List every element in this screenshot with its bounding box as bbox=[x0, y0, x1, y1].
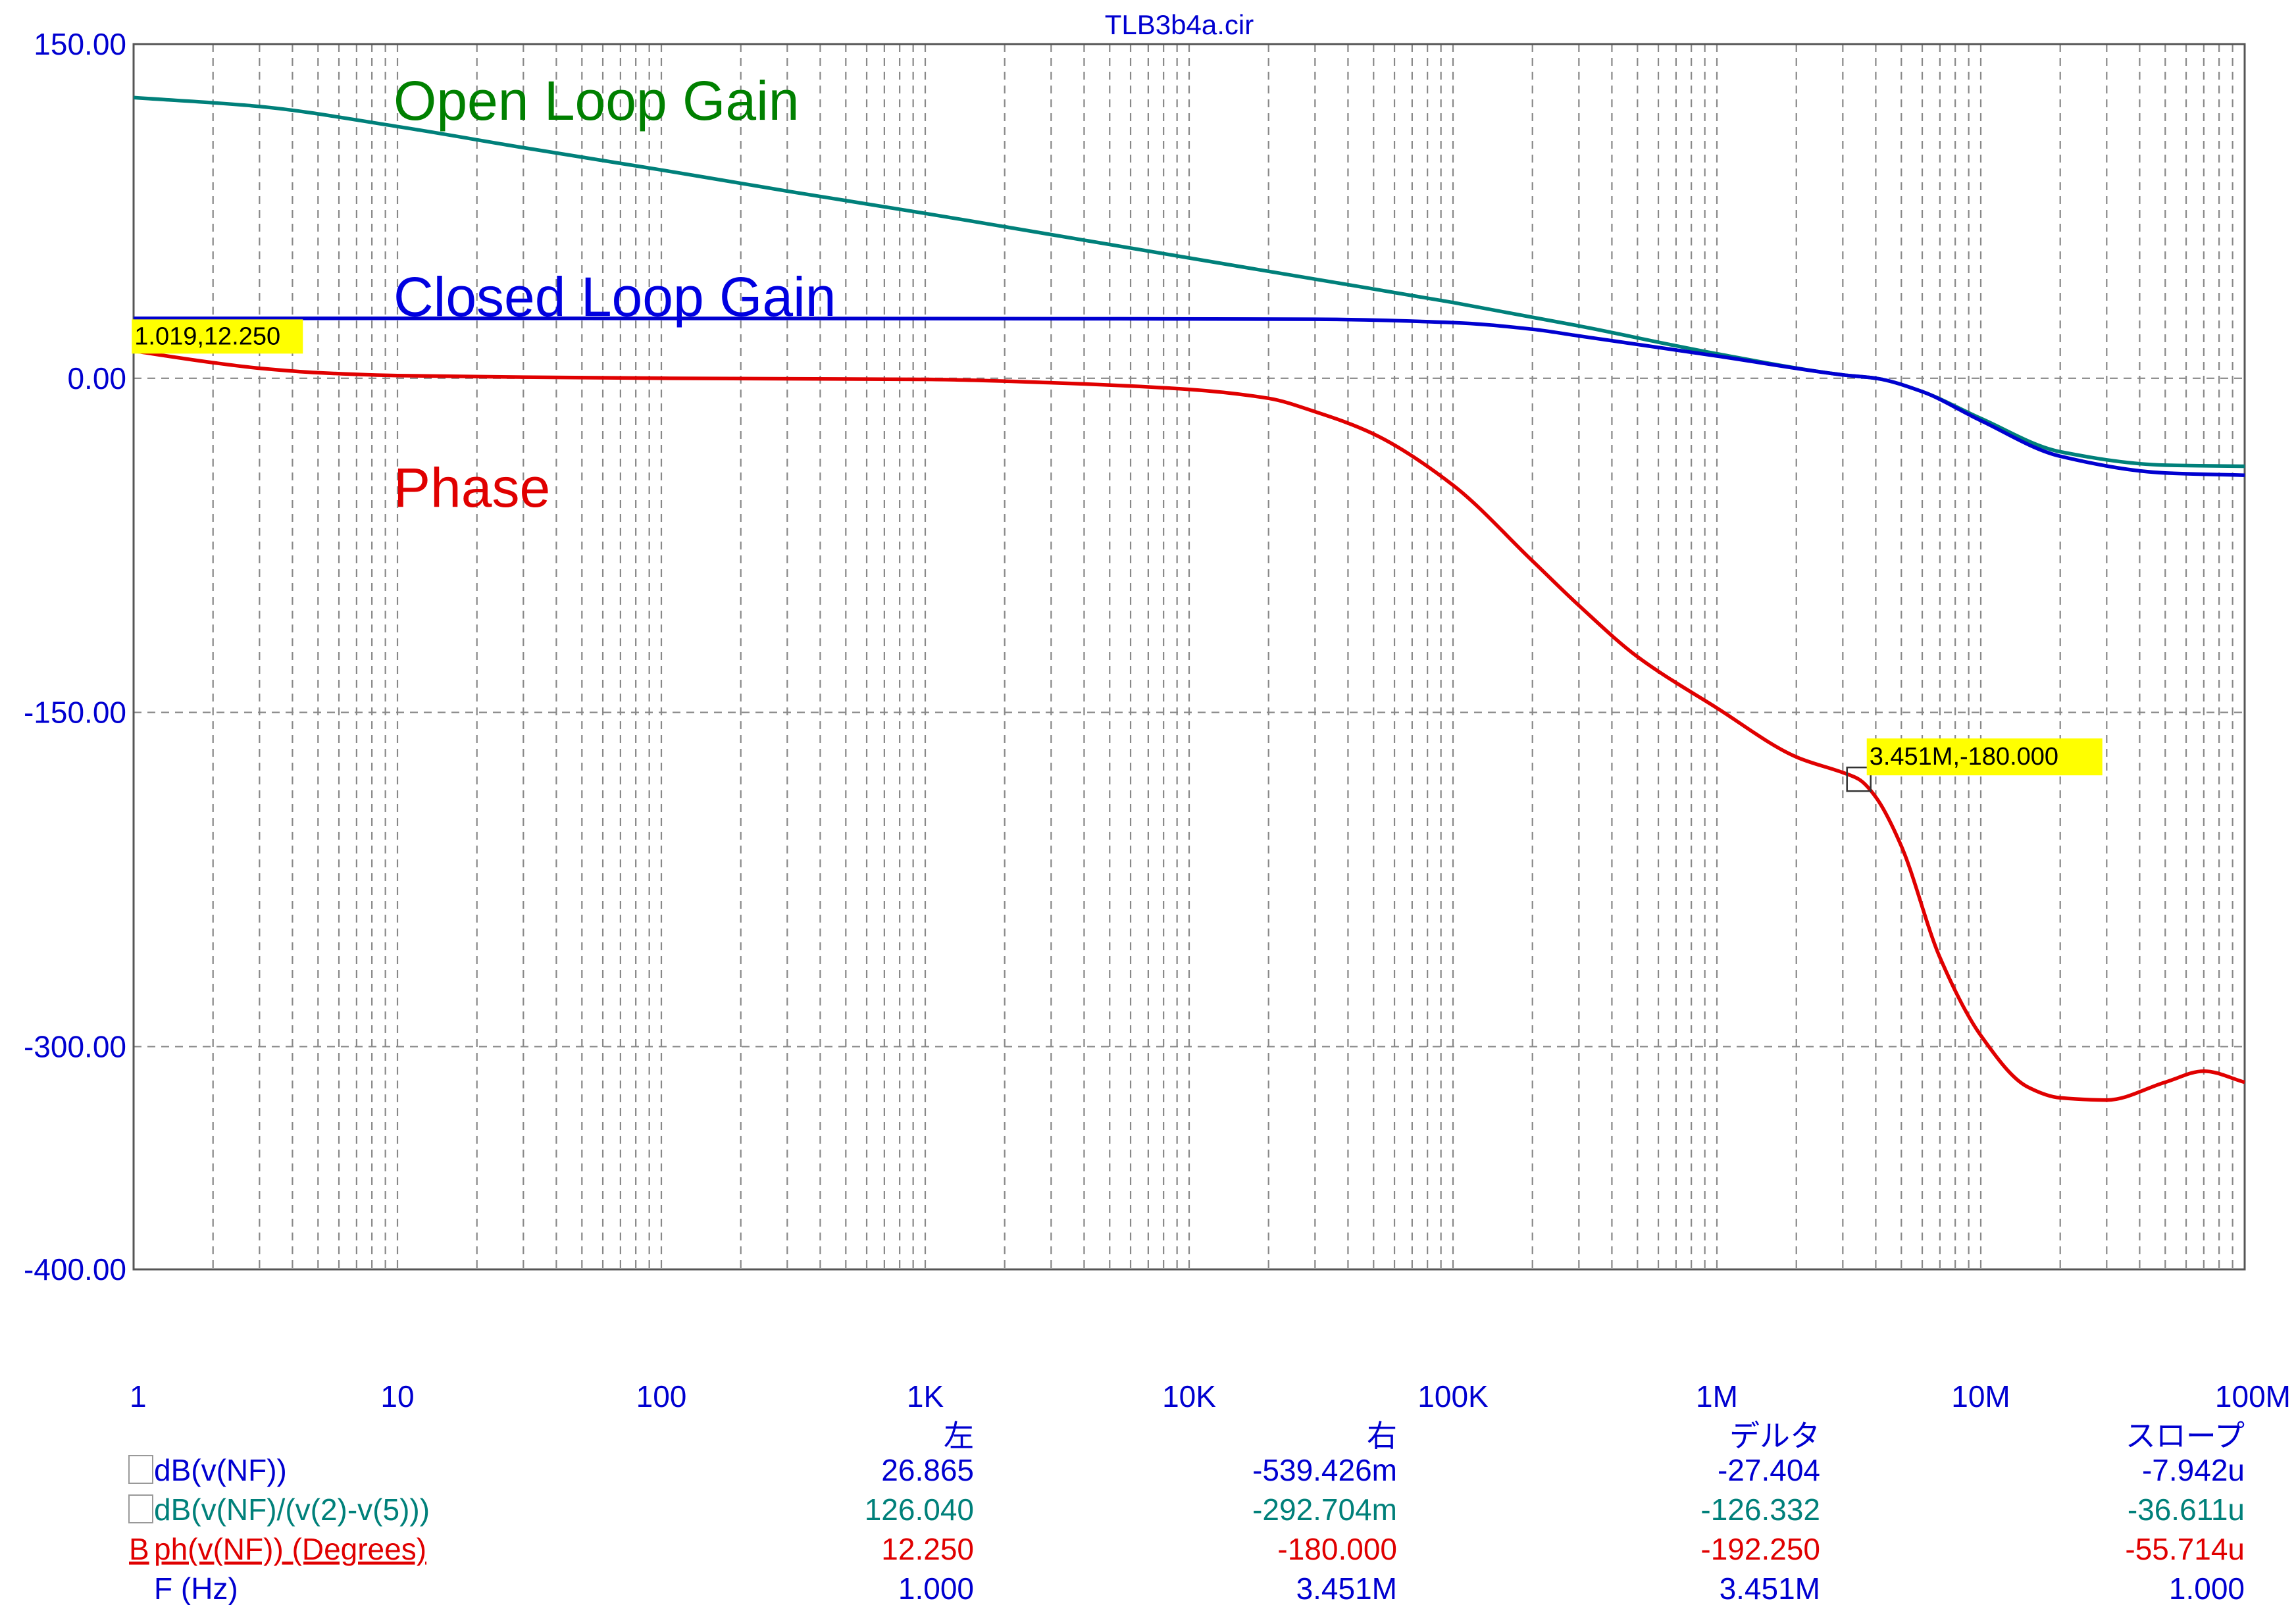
x-tick-label: 1 bbox=[130, 1379, 147, 1414]
y-tick-label: 150.00 bbox=[34, 27, 126, 61]
row-right-value: -539.426m bbox=[1252, 1453, 1397, 1487]
chart-title: TLB3b4a.cir bbox=[1105, 9, 1254, 40]
row-slope-value: -36.611u bbox=[2128, 1492, 2245, 1527]
row-name: ph(v(NF)) (Degrees) bbox=[154, 1532, 426, 1566]
row-left-value: 126.040 bbox=[865, 1492, 974, 1527]
table-rows: dB(v(NF)) 26.865 -539.426m -27.404 -7.942u dB… bbox=[128, 1453, 2245, 1605]
plot-frame bbox=[132, 43, 2246, 1271]
cursor-markers[interactable]: 1.019,12.250 3.451M,-180.000 bbox=[132, 319, 2103, 792]
row-name: dB(v(NF)/(v(2)-v(5))) bbox=[154, 1492, 430, 1527]
closed-loop-gain-label: Closed Loop Gain bbox=[394, 266, 836, 328]
x-tick-label: 100M bbox=[2215, 1379, 2291, 1414]
row-name: dB(v(NF)) bbox=[154, 1453, 287, 1487]
row-left-value: 26.865 bbox=[881, 1453, 974, 1487]
phase-label: Phase bbox=[394, 457, 550, 519]
closed-loop-gain-line bbox=[134, 316, 2245, 477]
open-loop-gain-label: Open Loop Gain bbox=[394, 70, 799, 132]
row-delta-value: -126.332 bbox=[1700, 1492, 1820, 1527]
cursor-right-label: 3.451M,-180.000 bbox=[1870, 743, 2058, 771]
cursor-right-label-bg bbox=[1866, 738, 2103, 776]
row-left-value: 12.250 bbox=[881, 1532, 974, 1566]
x-tick-label: 10K bbox=[1162, 1379, 1216, 1414]
series-lines bbox=[133, 95, 2245, 1102]
row-right-value: -180.000 bbox=[1277, 1532, 1397, 1566]
table-header-left: 左 bbox=[944, 1419, 974, 1453]
row-delta-value: -192.250 bbox=[1700, 1532, 1820, 1566]
row-name: F (Hz) bbox=[154, 1571, 238, 1605]
y-tick-label: -150.00 bbox=[24, 696, 126, 730]
phase-line bbox=[133, 349, 2245, 1102]
series-checkbox[interactable] bbox=[128, 1494, 153, 1523]
row-left-value: 1.000 bbox=[898, 1571, 974, 1605]
row-delta-value: -27.404 bbox=[1718, 1453, 1820, 1487]
y-tick-label: 0.00 bbox=[67, 361, 126, 395]
x-axis-ticks: 1 10 100 1K 10K 100K 1M 10M 100M bbox=[130, 1379, 2291, 1414]
table-header-delta: デルタ bbox=[1729, 1419, 1820, 1453]
cursor-right-marker[interactable] bbox=[1846, 766, 1872, 792]
row-delta-value: 3.451M bbox=[1720, 1571, 1820, 1605]
row-slope-value: 1.000 bbox=[2169, 1571, 2245, 1605]
series-checkbox[interactable] bbox=[128, 1455, 153, 1484]
table-header-right: 右 bbox=[1367, 1419, 1397, 1453]
row-right-value: 3.451M bbox=[1296, 1571, 1397, 1605]
cursor-left-label-bg bbox=[132, 319, 303, 354]
y-tick-label: -400.00 bbox=[24, 1252, 126, 1287]
row-slope-value: -7.942u bbox=[2142, 1453, 2245, 1487]
y-axis-ticks: 150.00 0.00 -150.00 -300.00 -400.00 bbox=[24, 27, 126, 1287]
row-right-value: -292.704m bbox=[1252, 1492, 1397, 1527]
x-tick-label: 10 bbox=[380, 1379, 414, 1414]
y-tick-label: -300.00 bbox=[24, 1029, 126, 1063]
row-slope-value: -55.714u bbox=[2125, 1532, 2245, 1566]
x-tick-label: 10M bbox=[1951, 1379, 2010, 1414]
x-tick-label: 100K bbox=[1417, 1379, 1489, 1414]
x-tick-label: 1M bbox=[1696, 1379, 1738, 1414]
grid bbox=[134, 44, 2245, 1269]
x-tick-label: 100 bbox=[636, 1379, 687, 1414]
cursor-left-label: 1.019,12.250 bbox=[134, 322, 280, 350]
row-prefix: B bbox=[129, 1532, 149, 1566]
x-tick-label: 1K bbox=[907, 1379, 944, 1414]
table-header-slope: スロープ bbox=[2126, 1419, 2245, 1453]
cursor-readout-table: 左 右 デルタ スロープ dB(v(NF)) 26.865 -539.426m -27… bbox=[128, 1419, 2245, 1605]
